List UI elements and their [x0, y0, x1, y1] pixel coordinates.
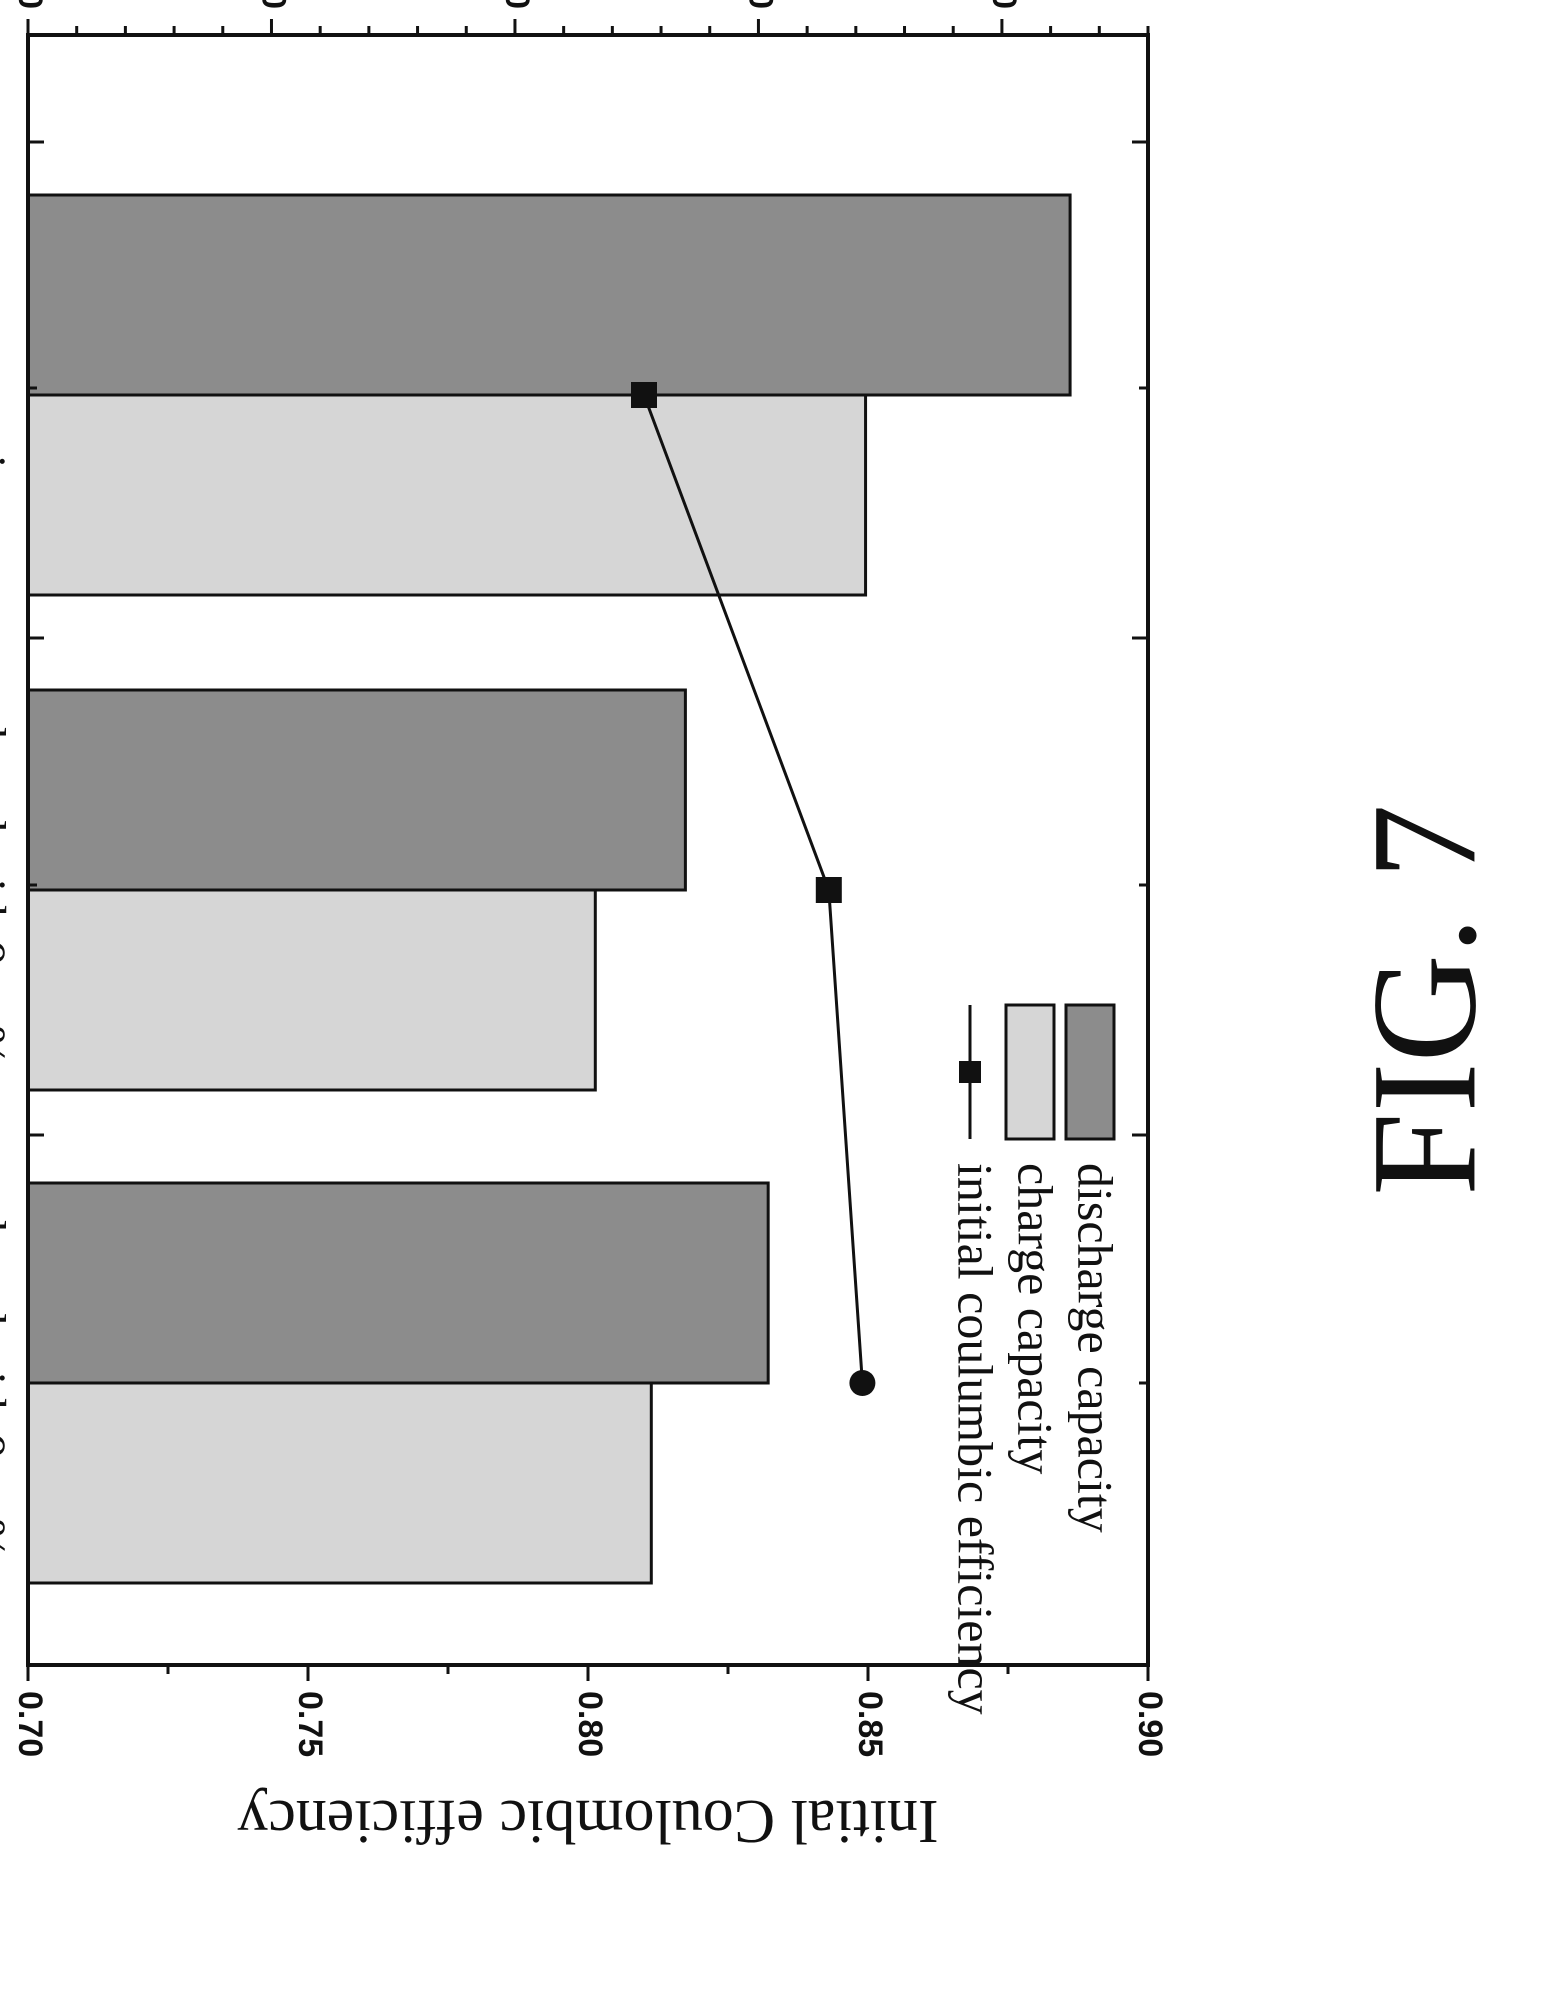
figure-label: FIG. 7 [1341, 804, 1507, 1196]
left-tick-label: 1500 [741, 0, 779, 9]
category-label-3: doped with 9wt.%Na, homogenizedfor 12hrs… [0, 1208, 15, 1559]
right-tick-label: 0.75 [291, 1691, 329, 1757]
right-tick-label: 0.85 [851, 1691, 889, 1757]
legend-marker [959, 1061, 981, 1083]
left-tick-label: 500 [254, 0, 292, 9]
right-tick-label: 0.70 [11, 1691, 49, 1757]
efficiency-point-2 [815, 877, 842, 903]
efficiency-point-1 [631, 382, 657, 408]
discharge-bar-2 [26, 688, 687, 892]
efficiency-point-3 [849, 1370, 876, 1396]
category-label-line: doped with 9wt.% [0, 1208, 15, 1559]
right-axis-title: Initial Coulombic efficiency [237, 1787, 938, 1855]
charge-bar-1 [26, 393, 868, 597]
category-label-2: doped with 9wt.%Na, homogenizedfor 4hrs. [0, 715, 15, 1066]
plot-area: 0 500 1000 1500 2000 0.70 0.75 0.80 0.85 0.90 comp… [0, 0, 1169, 1855]
legend-swatch-2 [1004, 1003, 1056, 1141]
left-tick-label: 0 [11, 0, 49, 9]
category-label-line: doped with 9wt.% [0, 715, 15, 1066]
legend-swatch-1 [1064, 1003, 1116, 1141]
discharge-bar-3 [26, 1181, 770, 1385]
left-tick-label: 1000 [498, 0, 536, 9]
category-label-line: comparative [0, 276, 15, 513]
legend-label-2: charge capacity [1008, 1163, 1064, 1474]
right-tick-label: 0.80 [571, 1691, 609, 1757]
right-tick-label: 0.90 [1131, 1691, 1169, 1757]
category-label-1: comparativeexample [0, 276, 15, 513]
left-tick-label: 2000 [985, 0, 1023, 9]
charge-bar-3 [26, 1381, 653, 1585]
rotated-plot: 0 500 1000 1500 2000 0.70 0.75 0.80 0.85 0.90 comp… [0, 0, 1169, 1855]
legend-label-1: discharge capacity [1068, 1163, 1124, 1533]
discharge-bar-1 [26, 193, 1072, 397]
charge-bar-2 [26, 888, 597, 1092]
legend-label-3: initial coulumbic efficiency [948, 1163, 1004, 1715]
